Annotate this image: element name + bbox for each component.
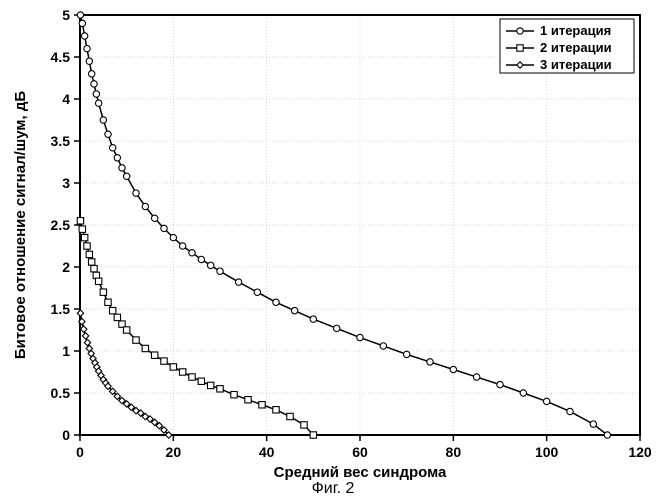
figure-caption: Фиг. 2 xyxy=(312,480,355,497)
y-tick-label: 0 xyxy=(62,427,70,443)
y-tick-label: 4.5 xyxy=(51,49,71,65)
x-tick-label: 20 xyxy=(166,444,182,460)
y-tick-label: 2 xyxy=(62,259,70,275)
y-tick-label: 5 xyxy=(62,7,70,23)
x-tick-label: 80 xyxy=(446,444,462,460)
y-tick-label: 1.5 xyxy=(51,301,71,317)
y-tick-label: 2.5 xyxy=(51,217,71,233)
chart-svg: 0 20 40 60 80 100 120 0 0.5 1 1.5 2 2.5 3 3.5 4 4.5 5 Сред… xyxy=(0,0,667,500)
x-tick-label: 100 xyxy=(535,444,559,460)
y-tick-label: 0.5 xyxy=(51,385,71,401)
y-tick-label: 3.5 xyxy=(51,133,71,149)
y-tick-label: 4 xyxy=(62,91,70,107)
x-tick-label: 0 xyxy=(76,444,84,460)
legend-label: 3 итерации xyxy=(540,57,612,72)
x-tick-label: 120 xyxy=(628,444,652,460)
x-axis-label: Средний вес синдрома xyxy=(274,464,447,481)
chart-container: 0 20 40 60 80 100 120 0 0.5 1 1.5 2 2.5 3 3.5 4 4.5 5 Сред… xyxy=(0,0,667,500)
x-tick-label: 60 xyxy=(352,444,368,460)
y-tick-label: 3 xyxy=(62,175,70,191)
x-tick-label: 40 xyxy=(259,444,275,460)
y-axis-label: Битовое отношение сигнал/шум, дБ xyxy=(12,91,29,360)
legend-label: 2 итерации xyxy=(540,40,612,55)
series-2 xyxy=(77,218,316,439)
y-tick-label: 1 xyxy=(62,343,70,359)
legend-label: 1 итерация xyxy=(540,23,611,38)
legend: 1 итерация 2 итерации 3 итерации xyxy=(500,19,634,73)
